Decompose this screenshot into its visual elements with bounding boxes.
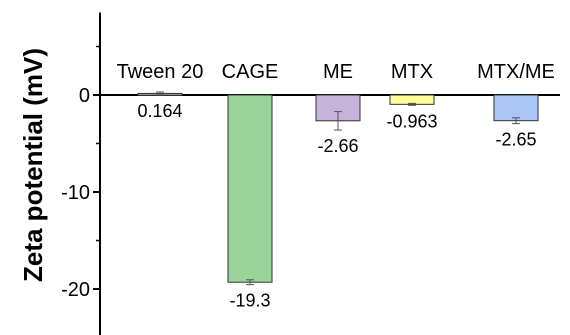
category-label: Tween 20 bbox=[117, 61, 204, 83]
category-label: MTX/ME bbox=[477, 61, 555, 83]
category-label: ME bbox=[323, 61, 353, 83]
y-tick-label: -10 bbox=[61, 182, 90, 204]
data-label: -2.66 bbox=[317, 136, 358, 156]
category-label: CAGE bbox=[222, 61, 279, 83]
y-axis-title: Zeta potential (mV) bbox=[18, 48, 48, 282]
data-label: -2.65 bbox=[495, 130, 536, 150]
category-label: MTX bbox=[391, 61, 433, 83]
y-tick-label: -20 bbox=[61, 279, 90, 301]
bar bbox=[493, 94, 539, 122]
data-label: -0.963 bbox=[386, 111, 437, 131]
bar bbox=[227, 94, 273, 283]
data-label: 0.164 bbox=[137, 101, 182, 121]
labels: Tween 20 0.164 CAGE -19.3 ME -2.66 MTX -0.963 MT… bbox=[117, 61, 555, 311]
bars bbox=[137, 91, 539, 286]
y-tick-label: 0 bbox=[79, 85, 90, 107]
data-label: -19.3 bbox=[229, 291, 270, 311]
